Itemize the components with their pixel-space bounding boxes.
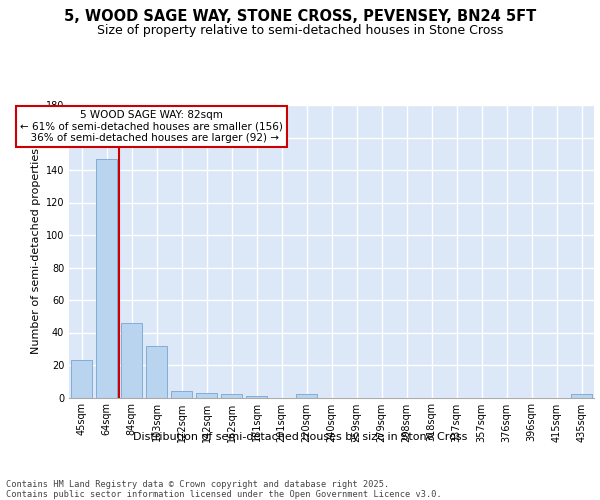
- Bar: [221, 394, 242, 398]
- Bar: [146, 346, 167, 398]
- Text: 5 WOOD SAGE WAY: 82sqm
← 61% of semi-detached houses are smaller (156)
  36% of : 5 WOOD SAGE WAY: 82sqm ← 61% of semi-det…: [20, 110, 283, 143]
- Bar: [71, 360, 92, 398]
- Text: 5, WOOD SAGE WAY, STONE CROSS, PEVENSEY, BN24 5FT: 5, WOOD SAGE WAY, STONE CROSS, PEVENSEY,…: [64, 9, 536, 24]
- Y-axis label: Number of semi-detached properties: Number of semi-detached properties: [31, 148, 41, 354]
- Bar: [571, 394, 592, 398]
- Bar: [246, 396, 267, 398]
- Bar: [296, 394, 317, 398]
- Text: Size of property relative to semi-detached houses in Stone Cross: Size of property relative to semi-detach…: [97, 24, 503, 37]
- Bar: [196, 392, 217, 398]
- Bar: [121, 323, 142, 398]
- Text: Contains HM Land Registry data © Crown copyright and database right 2025.
Contai: Contains HM Land Registry data © Crown c…: [6, 480, 442, 499]
- Text: Distribution of semi-detached houses by size in Stone Cross: Distribution of semi-detached houses by …: [133, 432, 467, 442]
- Bar: [96, 158, 117, 398]
- Bar: [171, 391, 192, 398]
